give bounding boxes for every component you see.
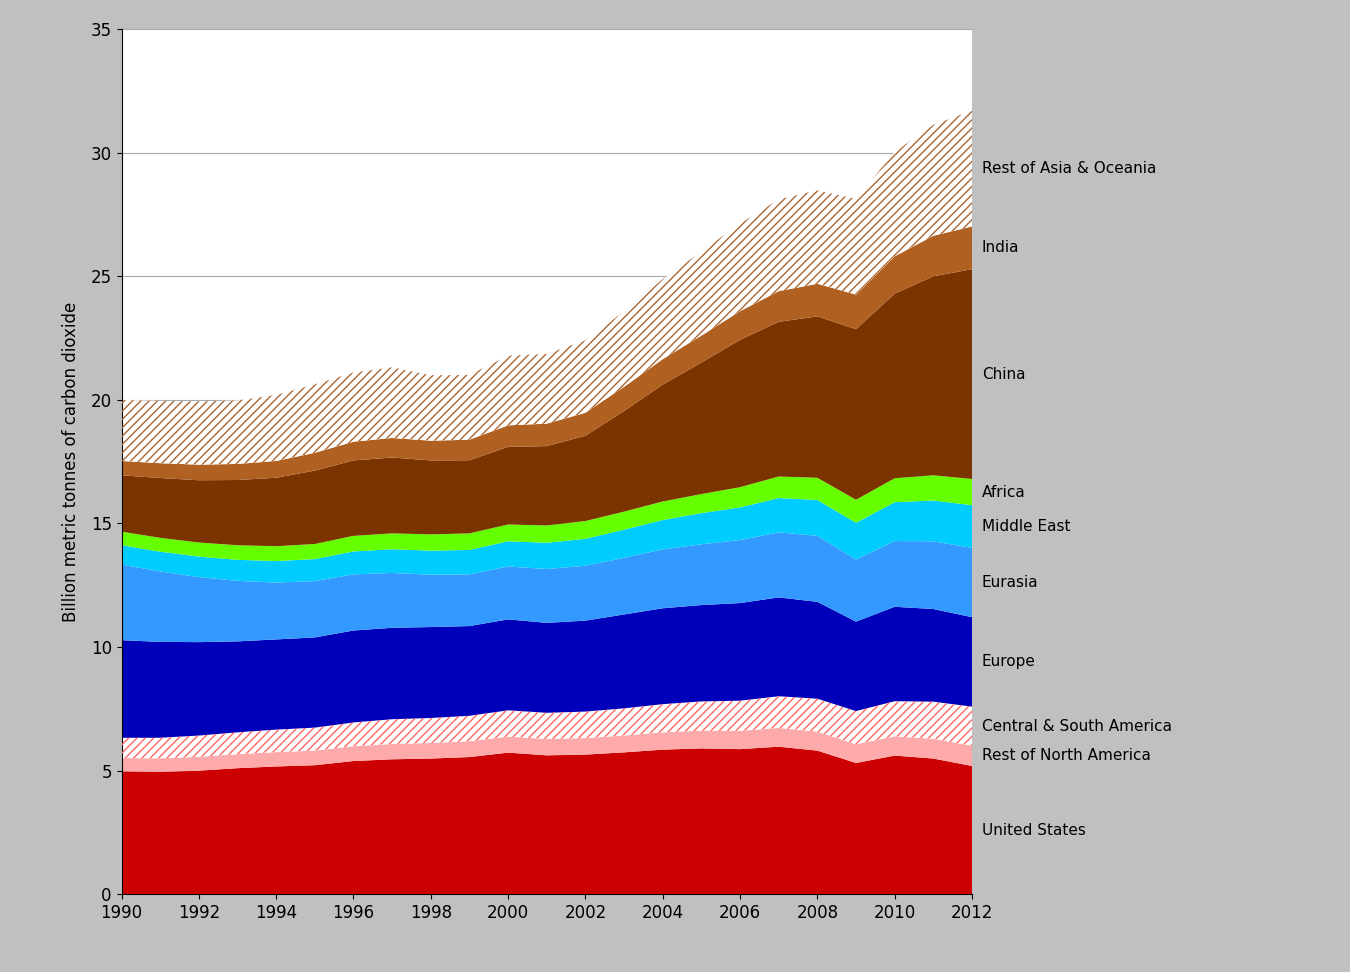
Text: United States: United States — [981, 822, 1085, 838]
Text: Rest of Asia & Oceania: Rest of Asia & Oceania — [981, 161, 1156, 176]
Text: Eurasia: Eurasia — [981, 575, 1038, 590]
Y-axis label: Billion metric tonnes of carbon dioxide: Billion metric tonnes of carbon dioxide — [62, 301, 80, 622]
Text: India: India — [981, 240, 1019, 256]
Text: Central & South America: Central & South America — [981, 718, 1172, 734]
Text: China: China — [981, 366, 1025, 382]
Text: Middle East: Middle East — [981, 519, 1071, 534]
Text: Africa: Africa — [981, 485, 1026, 500]
Text: Europe: Europe — [981, 654, 1035, 670]
Text: Rest of North America: Rest of North America — [981, 748, 1150, 763]
